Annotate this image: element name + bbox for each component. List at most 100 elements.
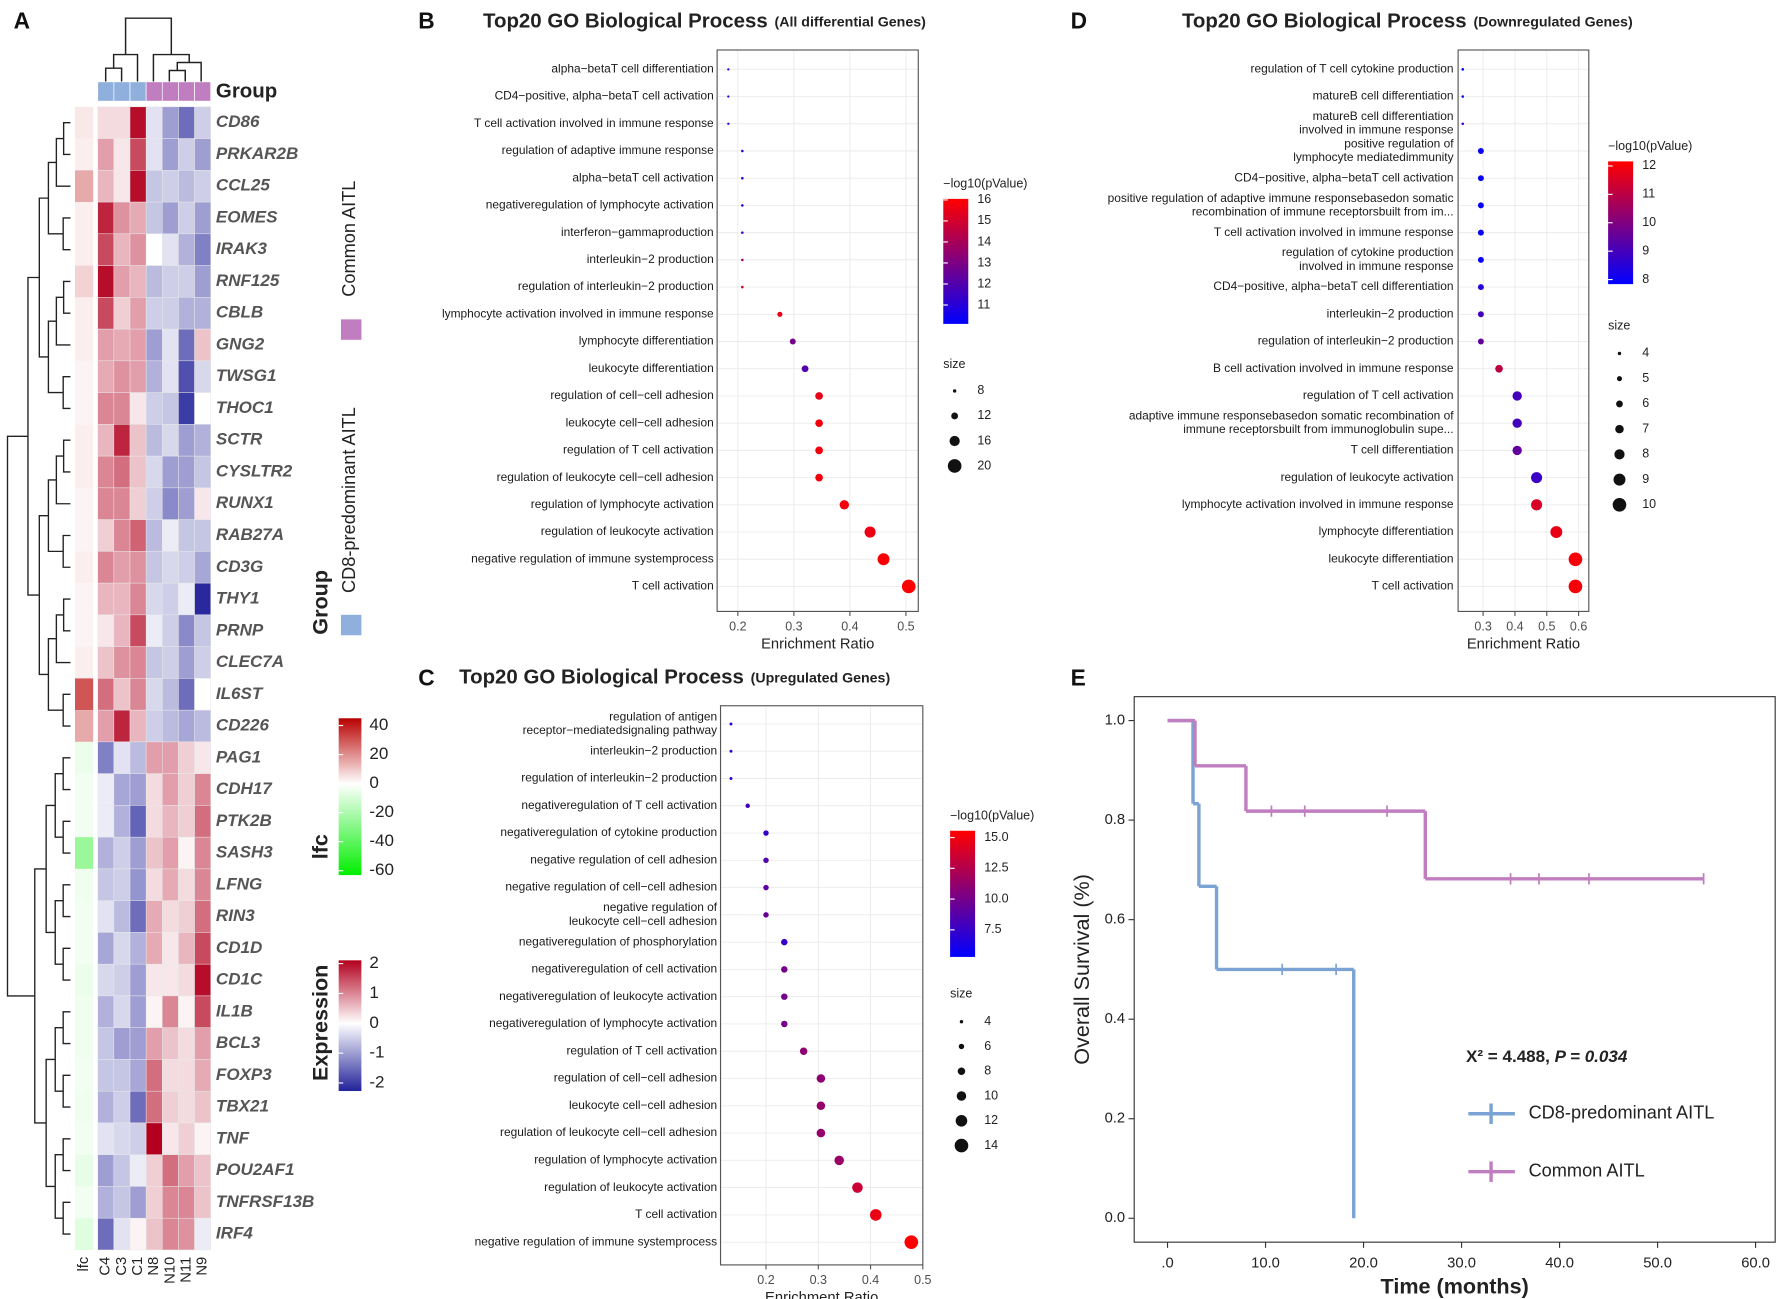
heat-cell [145, 1154, 163, 1187]
heat-cell [178, 455, 195, 489]
heat-cell [194, 201, 211, 235]
heat-cell [97, 328, 115, 362]
row-label: CYSLTR2 [216, 461, 293, 480]
y-tick-label: negative regulation of immune systemproc… [475, 1234, 718, 1248]
bubble [1568, 552, 1583, 567]
lfc-cell [75, 170, 94, 203]
row-label: PTK2B [216, 811, 272, 830]
heat-cell [113, 551, 131, 584]
y-tick-label: regulation of interleukin−2 production [518, 279, 714, 293]
bubble [869, 1209, 882, 1221]
x-tick-label: 0.4 [1506, 620, 1523, 634]
heat-cell [129, 963, 147, 997]
row-label: RNF125 [216, 271, 280, 290]
bubble [815, 419, 823, 428]
dendro-branch [62, 1011, 71, 1045]
size-key [947, 459, 962, 473]
heat-cell [113, 1027, 131, 1060]
row-label: BCL3 [216, 1033, 261, 1052]
heat-cell [178, 138, 195, 171]
lfc-cell [75, 329, 94, 361]
legend-title: −log10(pValue) [950, 808, 1034, 822]
y-tick-label: lymphocyte activation involved in immune… [1182, 497, 1454, 511]
y-tick-label: 0.2 [1105, 1111, 1126, 1127]
heat-cell [162, 995, 179, 1028]
size-key [1616, 376, 1623, 382]
heat-cell [113, 201, 131, 235]
heat-cell [129, 392, 147, 425]
heat-cell [194, 106, 211, 139]
heat-cell [178, 995, 195, 1028]
heat-cell [162, 1122, 179, 1155]
heat-cell [178, 1122, 195, 1155]
heat-cell [178, 487, 195, 520]
heat-cell [194, 868, 211, 901]
lfc-cell [75, 678, 94, 711]
dendro-branch [62, 122, 71, 156]
heat-cell [178, 1186, 195, 1219]
heat-cell [178, 1154, 195, 1187]
size-key [957, 1067, 966, 1075]
heat-cell [145, 932, 163, 965]
heat-cell [178, 741, 195, 774]
size-key-label: 9 [1642, 472, 1649, 486]
heat-cell [113, 455, 131, 489]
y-tick-label: lymphocyte activation involved in immune… [442, 306, 714, 320]
bubble [763, 830, 769, 836]
row-label: TNFRSF13B [216, 1192, 314, 1211]
heat-cell [178, 868, 195, 901]
heat-cell [162, 805, 179, 838]
heat-cell [97, 424, 115, 457]
heat-cell [97, 900, 115, 933]
heat-cell [97, 392, 115, 425]
size-key-label: 10 [1642, 497, 1656, 511]
x-tick-label: 60.0 [1741, 1256, 1770, 1272]
heat-cell [162, 963, 179, 997]
heat-cell [97, 551, 115, 584]
bubble [834, 1155, 844, 1166]
y-tick-label: negativeregulation of cell activation [532, 962, 718, 976]
y-tick-label: regulation of interleukin−2 production [1258, 334, 1454, 348]
panel-letter: B [418, 8, 434, 34]
bubble [1461, 68, 1465, 71]
row-label: POU2AF1 [216, 1160, 295, 1179]
heat-cell [129, 138, 147, 171]
lfc-cell [75, 710, 94, 742]
bubble [801, 365, 809, 373]
annotation: X² = 4.488, P = 0.034 [1466, 1046, 1628, 1065]
y-tick-label: regulation of lymphocyte activation [531, 497, 714, 511]
bubble [1477, 229, 1484, 236]
heat-cell [97, 582, 115, 616]
size-key [955, 1115, 968, 1127]
heat-cell [162, 233, 179, 266]
heat-cell [194, 805, 211, 838]
heat-cell [129, 709, 147, 743]
bubble [777, 311, 783, 317]
heat-cell [145, 551, 163, 584]
heat-cell [194, 519, 211, 552]
heat-cell [178, 1059, 195, 1092]
panel-letter: D [1071, 8, 1087, 34]
y-tick-label: T cell activation involved in immune res… [474, 116, 714, 130]
heat-cell [194, 963, 211, 997]
bubble [727, 68, 730, 71]
bubble [729, 777, 733, 780]
size-key-label: 14 [984, 1138, 998, 1152]
colorbar-tick-label: 12 [977, 276, 991, 290]
heat-cell [145, 963, 163, 997]
heat-cell [194, 646, 211, 679]
heat-cell [97, 265, 115, 298]
lfc-cell [75, 1122, 94, 1155]
heat-cell [178, 678, 195, 711]
heat-cell [129, 170, 147, 203]
row-label: CBLB [216, 303, 263, 322]
row-label: IL6ST [216, 684, 264, 703]
y-tick-label: leukocyte cell−cell adhesion [566, 415, 714, 429]
y-axis-label: Overall Survival (%) [1069, 874, 1094, 1065]
heat-cell [129, 805, 147, 838]
lfc-cell [75, 1186, 94, 1219]
bubble [763, 912, 769, 918]
y-tick-label: alpha−betaT cell differentiation [551, 61, 713, 75]
row-label: GNG2 [216, 334, 265, 353]
row-label: CD1D [216, 938, 262, 957]
